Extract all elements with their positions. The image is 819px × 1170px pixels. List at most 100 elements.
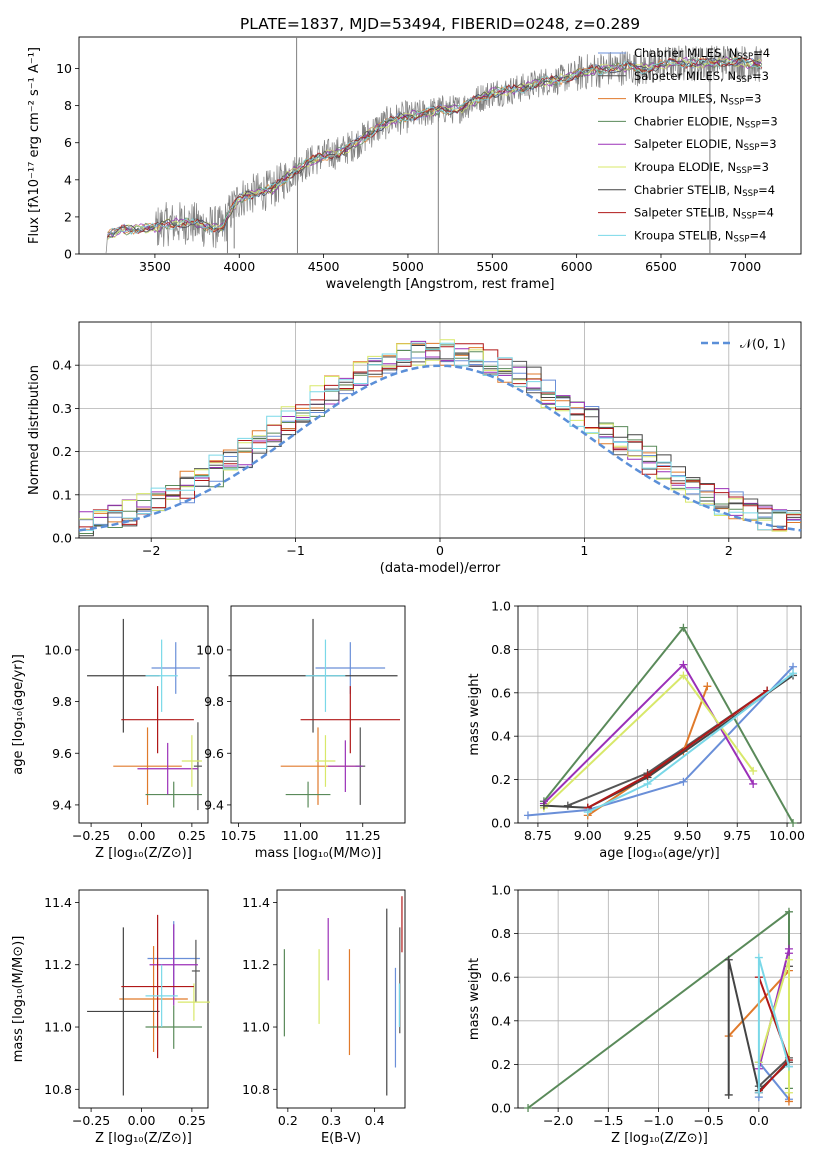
y-tick-label: 11.0 [242,1020,270,1035]
y-tick-label: 0.3 [52,401,72,416]
x-axis-label: (data-model)/error [380,561,501,576]
y-tick-label: 0.0 [491,816,511,831]
weight-marker [754,1088,763,1097]
axes-frame [517,605,802,824]
axes-frame [78,889,209,1109]
model-spectrum-line [107,57,762,236]
y-tick-label: 0.0 [491,1101,511,1116]
y-tick-label: 0.8 [491,642,511,657]
legend-label: 𝒩(0, 1) [740,336,786,351]
x-tick-label: 0.25 [178,828,206,843]
axes-frame [78,36,802,255]
y-tick-label: 1.0 [491,599,511,614]
x-tick-label: 2 [725,543,733,558]
weight-marker [563,801,572,810]
weight-marker [679,623,688,632]
x-tick-label: 0.00 [128,1113,156,1128]
x-axis-label: age [log₁₀(age/yr)] [599,846,720,861]
y-tick-label: 10.8 [44,1082,72,1097]
y-tick-label: 0.6 [491,685,511,700]
weight-marker [784,1088,793,1097]
y-tick-label: 0 [64,247,72,262]
x-tick-label: 10.75 [221,828,257,843]
y-tick-label: 0.8 [491,926,511,941]
weight-marker [583,808,592,817]
weight-marker [679,777,688,786]
x-tick-label: −2.0 [543,1113,573,1128]
model-spectrum-line [107,56,763,238]
weight-marker [784,1097,793,1106]
weight-marker [523,811,532,820]
x-tick-label: −0.25 [72,1113,110,1128]
legend-label: Chabrier ELODIE, NSSP=3 [634,114,778,130]
weight-line [757,976,791,1094]
y-tick-label: 4 [64,172,72,187]
x-tick-label: −2 [142,543,160,558]
y-tick-label: 9.8 [204,694,224,709]
plot-layer: 3500 4000 4500 5000 5500 6000 6500 70000246810w… [11,36,805,1146]
y-tick-label: 6 [64,135,72,150]
weight-marker [679,671,688,680]
y-tick-label: 1.0 [491,883,511,898]
y-tick-label: 0.6 [491,970,511,985]
x-tick-label: −1 [286,543,304,558]
legend-label: Chabrier STELIB, NSSP=4 [634,183,775,199]
y-tick-label: 0.0 [52,531,72,546]
model-spectrum-line [107,57,763,238]
x-tick-label: 0.3 [321,1113,341,1128]
weight-marker [784,907,793,916]
axes-frame [276,889,406,1109]
x-tick-label: 9.25 [624,828,652,843]
y-axis-label: Flux [fλ10⁻¹⁷ erg cm⁻² s⁻¹ A⁻¹] [27,47,42,244]
weight-marker [643,771,652,780]
legend-label: Kroupa MILES, NSSP=3 [634,92,761,108]
weight-marker [789,669,798,678]
x-tick-label: 9.75 [723,828,751,843]
axes-frame [517,889,802,1109]
x-tick-label: 0.00 [128,828,156,843]
x-tick-label: −0.25 [72,828,110,843]
x-tick-label: 0.0 [749,1113,769,1128]
weight-marker [749,766,758,775]
axes-frame [78,321,802,539]
y-tick-label: 9.4 [52,797,72,812]
y-tick-label: 0.2 [52,444,72,459]
y-tick-label: 9.6 [204,746,224,761]
x-axis-label: Z [log₁₀(Z/Z⊙)] [95,1131,192,1146]
y-tick-label: 9.4 [204,797,224,812]
legend-label: Kroupa ELODIE, NSSP=3 [634,160,769,176]
y-axis-label: mass weight [467,673,482,755]
y-axis-label: Normed distribution [27,365,42,495]
x-tick-label: 6000 [561,259,593,274]
model-spectrum-line [107,57,763,241]
weight-marker [749,779,758,788]
weight-marker [539,801,548,810]
x-tick-label: 6500 [645,259,677,274]
spectrum-group [105,37,763,254]
weight-marker [679,660,688,669]
y-tick-label: 11.2 [44,957,72,972]
normal-curve [78,364,802,532]
weight-line [543,674,794,809]
y-tick-label: 10 [56,61,72,76]
y-tick-label: 0.2 [491,1057,511,1072]
x-tick-label: 8.75 [524,828,552,843]
legend-label: Chabrier MILES, NSSP=4 [634,46,770,62]
weight-marker [784,955,793,964]
x-tick-label: 0.4 [365,1113,385,1128]
axes-frame [78,605,209,824]
y-tick-label: 8 [64,98,72,113]
y-tick-label: 9.6 [52,746,72,761]
x-tick-label: 0.25 [178,1113,206,1128]
weight-line [527,666,794,817]
figure-title: PLATE=1837, MJD=53494, FIBERID=0248, z=0… [240,15,640,33]
x-axis-label: wavelength [Angstrom, rest frame] [326,277,555,292]
x-tick-label: 10.00 [769,828,805,843]
weight-line [543,625,794,824]
weight-marker [784,1062,793,1071]
x-tick-label: −1.5 [593,1113,623,1128]
weight-marker [789,819,798,827]
x-tick-label: 4000 [223,259,255,274]
weight-marker [724,955,733,964]
